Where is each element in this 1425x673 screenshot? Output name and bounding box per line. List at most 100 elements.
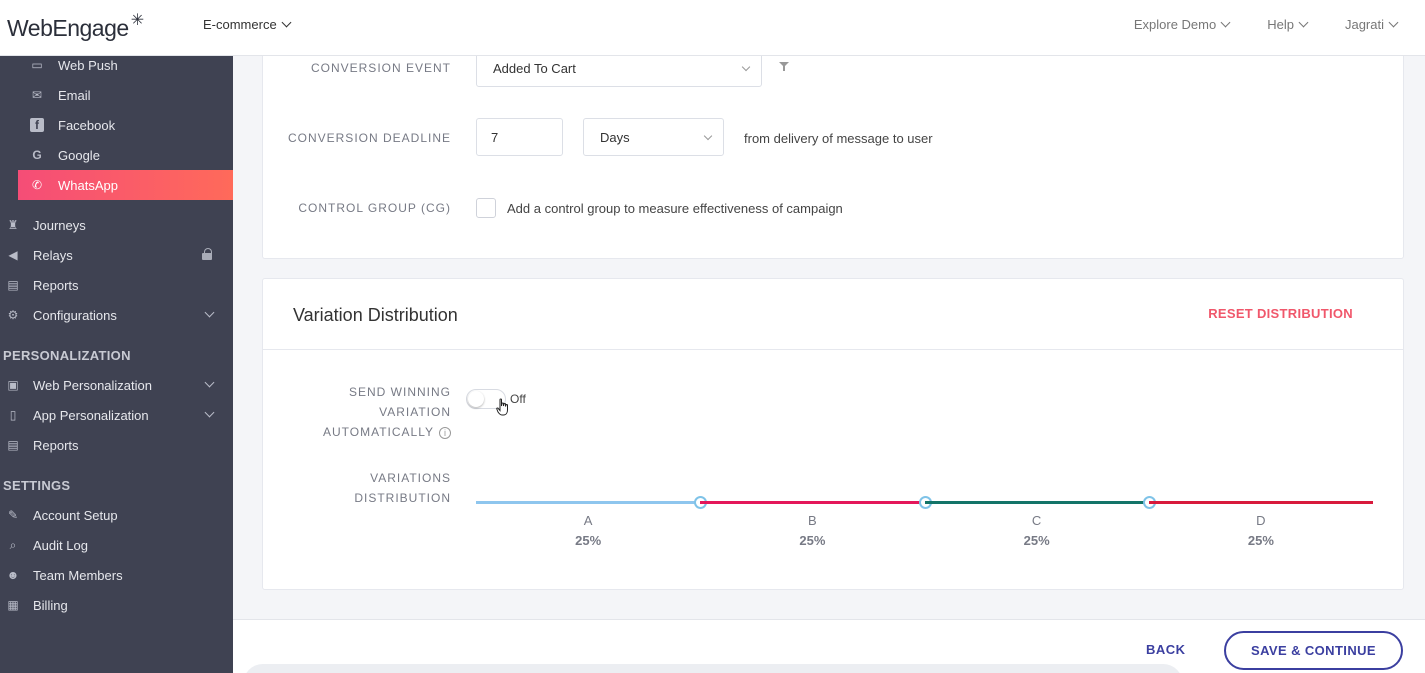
- web-personalization-icon: ▣: [7, 378, 19, 392]
- deadline-unit-select[interactable]: Days: [583, 118, 724, 156]
- email-icon: ✉: [31, 88, 43, 102]
- slider-segment-b: [700, 501, 925, 504]
- sidebar-item-label: Reports: [33, 277, 79, 293]
- whatsapp-icon: ✆: [31, 178, 43, 192]
- conversion-settings-card: [262, 40, 1404, 259]
- sidebar-item-personalization-reports[interactable]: ▤ Reports: [0, 430, 233, 460]
- slider-segment-c: [924, 501, 1149, 504]
- help-label: Help: [1267, 17, 1294, 32]
- card-divider: [263, 349, 1403, 350]
- chevron-down-icon: [1388, 17, 1399, 28]
- project-name: E-commerce: [203, 17, 277, 32]
- sidebar-item-configurations[interactable]: ⚙ Configurations: [0, 300, 233, 330]
- user-name-label: Jagrati: [1344, 17, 1384, 32]
- conversion-deadline-value: 7: [491, 129, 499, 145]
- sidebar-item-billing[interactable]: ▦ Billing: [0, 590, 233, 620]
- back-button[interactable]: BACK: [1146, 642, 1186, 657]
- slider-segment-a: [476, 501, 701, 504]
- sidebar-item-label: Facebook: [58, 117, 116, 133]
- conversion-deadline-input[interactable]: 7: [476, 118, 563, 156]
- variant-name-label: A: [583, 513, 593, 528]
- deadline-unit-value: Days: [600, 129, 630, 145]
- sidebar-item-label: Relays: [33, 247, 73, 263]
- sidebar-item-email[interactable]: ✉ Email: [0, 80, 233, 110]
- web-push-icon: ▭: [31, 58, 43, 72]
- control-group-label: CONTROL GROUP (CG): [298, 201, 451, 215]
- audit-log-icon: ⌕: [9, 537, 17, 552]
- explore-demo-menu[interactable]: Explore Demo: [1133, 17, 1231, 32]
- variation-distribution-card: Variation Distribution RESET DISTRIBUTIO…: [262, 278, 1404, 590]
- top-bar: WebEngage ✳ E-commerce Explore Demo Help…: [0, 0, 1425, 56]
- reset-distribution-button[interactable]: RESET DISTRIBUTION: [1208, 306, 1353, 321]
- send-winning-label-line: AUTOMATICALLY i: [300, 422, 451, 442]
- webengage-logo[interactable]: WebEngage ✳: [7, 8, 144, 48]
- filter-icon[interactable]: [779, 62, 789, 72]
- reports-icon: ▤: [7, 438, 19, 452]
- app-personalization-icon: ▯: [9, 408, 17, 422]
- top-nav: Explore Demo Help Jagrati: [1133, 17, 1399, 32]
- sidebar-item-label: Web Personalization: [33, 377, 152, 393]
- facebook-icon: f: [30, 118, 44, 132]
- sidebar-heading-settings: SETTINGS: [3, 478, 71, 493]
- sidebar-item-label: App Personalization: [33, 407, 149, 423]
- variant-percent-label: 25%: [575, 533, 602, 548]
- project-selector[interactable]: E-commerce: [203, 17, 292, 32]
- sidebar-item-label: Account Setup: [33, 507, 118, 523]
- toggle-state-label: Off: [510, 392, 526, 406]
- sidebar-item-team-members[interactable]: ☻ Team Members: [0, 560, 233, 590]
- billing-icon: ▦: [7, 598, 19, 612]
- sidebar-item-label: Web Push: [58, 57, 118, 73]
- google-icon: G: [32, 148, 42, 162]
- variant-name-label: D: [1256, 513, 1266, 528]
- control-group-checkbox[interactable]: [476, 198, 496, 218]
- account-setup-icon: ✎: [7, 508, 19, 522]
- sidebar-heading-personalization: PERSONALIZATION: [3, 348, 131, 363]
- send-winning-label: SEND WINNING VARIATION AUTOMATICALLY i: [300, 382, 451, 442]
- info-icon[interactable]: i: [439, 426, 451, 439]
- variant-name-label: C: [1031, 513, 1042, 528]
- reports-icon: ▤: [7, 278, 19, 292]
- variant-percent-label: 25%: [799, 533, 826, 548]
- slider-segment-d: [1148, 501, 1373, 504]
- sidebar-item-reports[interactable]: ▤ Reports: [0, 270, 233, 300]
- team-members-icon: ☻: [6, 568, 20, 582]
- chevron-down-icon: [204, 377, 215, 388]
- explore-demo-label: Explore Demo: [1133, 17, 1217, 32]
- sidebar-item-account-setup[interactable]: ✎ Account Setup: [0, 500, 233, 530]
- send-winning-label-line: SEND WINNING: [349, 385, 451, 399]
- help-menu[interactable]: Help: [1267, 17, 1309, 32]
- variations-distribution-label-line: DISTRIBUTION: [354, 491, 451, 505]
- sidebar-item-label: Billing: [33, 597, 68, 613]
- sidebar-item-facebook[interactable]: f Facebook: [0, 110, 233, 140]
- sidebar-item-web-personalization[interactable]: ▣ Web Personalization: [0, 370, 233, 400]
- footer-bar: BACK SAVE & CONTINUE: [233, 619, 1425, 673]
- sidebar: ▭ Web Push ✉ Email f Facebook G Google ✆…: [0, 56, 233, 673]
- send-winning-label-line: VARIATION: [379, 405, 451, 419]
- variations-distribution-label: VARIATIONS DISTRIBUTION: [330, 468, 451, 508]
- conversion-deadline-label: CONVERSION DEADLINE: [287, 131, 451, 145]
- sidebar-item-app-personalization[interactable]: ▯ App Personalization: [0, 400, 233, 430]
- sidebar-item-whatsapp[interactable]: ✆ WhatsApp: [18, 170, 233, 200]
- sidebar-item-label: Reports: [33, 437, 79, 453]
- sidebar-item-google[interactable]: G Google: [0, 140, 233, 170]
- sidebar-item-label: WhatsApp: [58, 177, 118, 193]
- chevron-down-icon: [703, 131, 713, 141]
- variant-percent-label: 25%: [1247, 533, 1274, 548]
- sidebar-item-journeys[interactable]: ♜ Journeys: [0, 210, 233, 240]
- send-winning-toggle[interactable]: [466, 389, 506, 409]
- chevron-down-icon: [204, 307, 215, 318]
- user-menu[interactable]: Jagrati: [1344, 17, 1399, 32]
- variant-name-label: B: [808, 513, 817, 528]
- sidebar-item-web-push[interactable]: ▭ Web Push: [0, 50, 233, 80]
- sidebar-item-relays[interactable]: ◀ Relays: [0, 240, 233, 270]
- relays-icon: ◀: [8, 248, 18, 262]
- hand-cursor-icon: [496, 398, 508, 416]
- chevron-down-icon: [204, 407, 215, 418]
- sidebar-item-audit-log[interactable]: ⌕ Audit Log: [0, 530, 233, 560]
- deadline-suffix-text: from delivery of message to user: [744, 131, 933, 146]
- variation-distribution-title: Variation Distribution: [293, 305, 458, 325]
- variant-percent-label: 25%: [1023, 533, 1050, 548]
- save-continue-button[interactable]: SAVE & CONTINUE: [1224, 631, 1403, 670]
- sidebar-item-label: Email: [58, 87, 91, 103]
- sidebar-item-label: Configurations: [33, 307, 117, 323]
